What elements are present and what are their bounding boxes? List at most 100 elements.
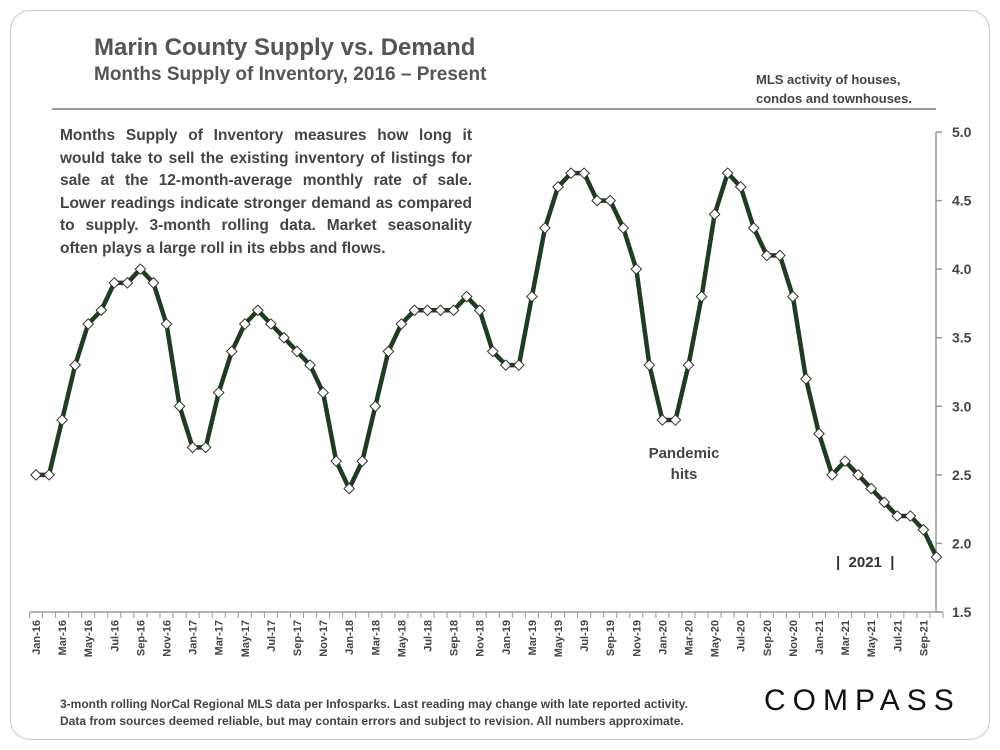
- data-point: [251, 304, 264, 317]
- mls-note: MLS activity of houses, condos and townh…: [756, 70, 956, 108]
- x-tick-label: May-18: [396, 620, 408, 657]
- footer-line1: 3-month rolling NorCal Regional MLS data…: [60, 697, 688, 711]
- x-tick-label: Nov-19: [631, 620, 643, 657]
- x-tick-label: Mar-18: [370, 620, 382, 655]
- data-point: [434, 304, 447, 317]
- x-tick-label: Mar-21: [840, 620, 852, 655]
- data-point: [330, 455, 343, 468]
- data-point: [721, 167, 734, 180]
- x-tick-label: Nov-17: [318, 620, 330, 657]
- x-tick-label: May-20: [710, 620, 722, 657]
- pandemic-annotation: Pandemic hits: [632, 443, 736, 485]
- x-tick-label: Jul-16: [109, 620, 121, 652]
- data-point: [408, 304, 421, 317]
- data-point: [43, 468, 55, 481]
- x-tick-label: Mar-19: [527, 620, 539, 655]
- data-point: [904, 510, 917, 522]
- data-point: [356, 455, 369, 468]
- x-tick-label: Sep-18: [449, 620, 461, 656]
- x-tick-label: Jan-16: [31, 620, 43, 655]
- data-point: [591, 194, 604, 207]
- pandemic-annotation-line2: hits: [670, 466, 698, 483]
- x-tick-label: Sep-20: [762, 620, 774, 656]
- data-point: [800, 372, 812, 385]
- data-point: [212, 386, 225, 399]
- y-tick-label: 1.5: [952, 604, 972, 620]
- data-point: [134, 263, 147, 276]
- x-tick-label: Jan-21: [814, 620, 826, 655]
- data-point: [669, 414, 682, 426]
- x-tick-label: May-19: [553, 620, 565, 657]
- x-tick-label: Nov-16: [162, 620, 174, 657]
- data-point: [186, 441, 199, 454]
- header-divider: [52, 108, 936, 110]
- data-point: [343, 482, 356, 495]
- data-point: [891, 510, 904, 522]
- data-point: [82, 318, 95, 330]
- data-point: [786, 290, 799, 303]
- data-point: [604, 194, 617, 207]
- data-point: [852, 468, 865, 481]
- x-tick-label: Jul-17: [266, 620, 278, 652]
- y-tick-label: 4.5: [952, 193, 972, 209]
- data-point: [917, 523, 930, 536]
- data-point: [826, 468, 838, 481]
- data-point: [878, 496, 891, 509]
- x-tick-label: Jan-18: [344, 620, 356, 655]
- x-tick-label: Nov-20: [788, 620, 800, 657]
- data-point: [69, 359, 82, 372]
- x-tick-label: Sep-21: [918, 620, 930, 656]
- data-point: [656, 414, 669, 426]
- series-line: [33, 170, 939, 560]
- x-tick-label: Sep-16: [135, 620, 147, 656]
- data-point: [708, 208, 721, 221]
- chart-title: Marin County Supply vs. Demand: [94, 34, 476, 61]
- data-point: [278, 331, 290, 344]
- data-point: [473, 304, 486, 317]
- data-point: [747, 222, 760, 234]
- mls-note-line2: condos and townhouses.: [756, 91, 913, 106]
- data-point: [395, 318, 408, 330]
- data-point: [30, 468, 42, 481]
- data-point: [499, 359, 512, 372]
- x-tick-label: Jul-18: [423, 620, 435, 652]
- pandemic-annotation-line1: Pandemic: [648, 445, 720, 462]
- data-point: [238, 318, 251, 330]
- data-point: [682, 359, 695, 372]
- x-tick-label: Jul-20: [736, 620, 748, 652]
- data-point: [617, 222, 630, 234]
- data-point: [108, 276, 121, 289]
- data-point: [865, 482, 878, 495]
- x-tick-label: Jan-20: [657, 620, 669, 655]
- data-point: [643, 359, 656, 372]
- data-point: [225, 345, 238, 358]
- chart-subtitle: Months Supply of Inventory, 2016 – Prese…: [94, 64, 487, 85]
- data-point: [773, 249, 786, 262]
- data-point: [839, 455, 852, 468]
- data-point: [630, 263, 643, 276]
- data-point: [95, 304, 108, 317]
- data-point: [512, 359, 525, 372]
- x-tick-label: May-21: [866, 620, 878, 657]
- y-tick-label: 2.0: [952, 535, 972, 551]
- data-point: [695, 290, 708, 303]
- data-point: [525, 290, 538, 303]
- footer-line2: Data from sources deemed reliable, but m…: [60, 714, 684, 728]
- y-tick-label: 4.0: [952, 261, 972, 277]
- data-point: [760, 249, 773, 262]
- data-point: [160, 318, 173, 330]
- data-point: [369, 400, 382, 413]
- x-tick-label: Sep-19: [605, 620, 617, 656]
- data-point: [147, 276, 160, 289]
- compass-logo: COMPASS: [764, 684, 961, 717]
- footer-note: 3-month rolling NorCal Regional MLS data…: [60, 696, 760, 730]
- y-tick-label: 5.0: [952, 124, 972, 140]
- year-2021-marker: | 2021 |: [836, 554, 895, 571]
- data-point: [304, 359, 316, 372]
- data-point: [173, 400, 186, 413]
- y-tick-label: 3.5: [952, 330, 972, 346]
- x-tick-label: Mar-17: [214, 620, 226, 655]
- data-point: [460, 290, 473, 303]
- data-point: [264, 318, 277, 330]
